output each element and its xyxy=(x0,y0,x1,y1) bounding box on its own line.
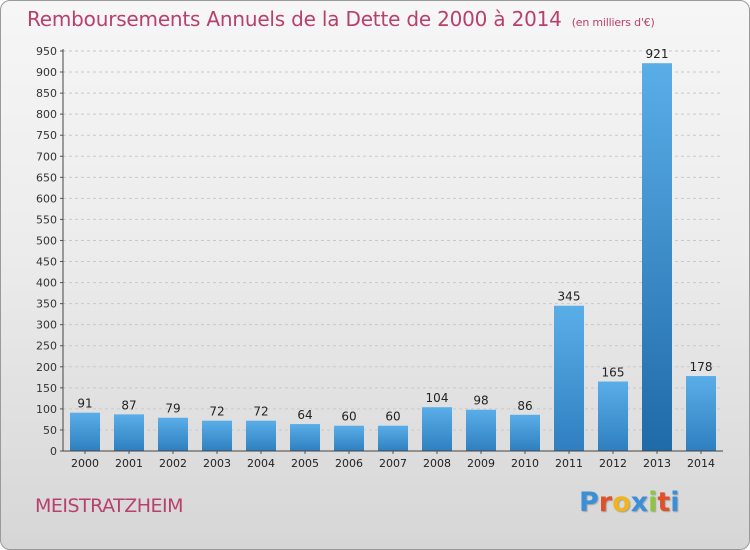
data-label-2004: 72 xyxy=(253,405,268,419)
logo-letter: o xyxy=(612,487,631,518)
data-label-2012: 165 xyxy=(602,366,625,380)
y-axis-tick-labels: 0 50 100 150 200 250 300 350 400 450 500 550 600 650 7… xyxy=(36,45,63,458)
bar-2009 xyxy=(466,409,496,451)
bar-chart: 0 50 100 150 200 250 300 350 400 450 500 550 600 650 7… xyxy=(36,45,723,470)
data-labels: 91 87 79 72 72 64 60 60 104 98 86 345 165 921 178 xyxy=(77,47,712,424)
y-tick-label: 450 xyxy=(36,256,57,269)
chart-subtitle: (en milliers d'€) xyxy=(571,16,655,29)
x-tick-label: 2014 xyxy=(687,457,715,470)
y-tick-label: 100 xyxy=(36,403,57,416)
x-tick-label: 2005 xyxy=(291,457,319,470)
x-tick-label: 2006 xyxy=(335,457,363,470)
data-label-2014: 178 xyxy=(690,360,713,374)
bar-2013 xyxy=(642,63,672,452)
bar-2001 xyxy=(114,414,144,451)
y-tick-label: 950 xyxy=(36,45,57,58)
y-tick-label: 750 xyxy=(36,129,57,142)
data-label-2007: 60 xyxy=(385,410,400,424)
proxiti-logo: Proxiti xyxy=(579,487,680,518)
bar-2006 xyxy=(334,425,364,451)
logo-letter: P xyxy=(579,487,599,518)
x-tick-label: 2007 xyxy=(379,457,407,470)
bar-2004 xyxy=(246,420,276,451)
x-tick-label: 2012 xyxy=(599,457,627,470)
y-tick-label: 150 xyxy=(36,382,57,395)
data-label-2005: 64 xyxy=(297,408,312,422)
x-tick-label: 2004 xyxy=(247,457,275,470)
x-axis-tick-labels: 2000 2001 2002 2003 2004 2005 2006 2007 2008 2009… xyxy=(71,451,715,470)
x-tick-label: 2013 xyxy=(643,457,671,470)
y-tick-label: 400 xyxy=(36,277,57,290)
axes xyxy=(62,49,723,452)
y-tick-label: 600 xyxy=(36,192,57,205)
place-name: MEISTRATZHEIM xyxy=(35,495,184,517)
bar-2005 xyxy=(290,424,320,451)
y-tick-label: 850 xyxy=(36,87,57,100)
chart-title-text: Remboursements Annuels de la Dette de 20… xyxy=(27,7,562,31)
data-label-2008: 104 xyxy=(426,391,449,405)
bar-2011 xyxy=(554,305,584,451)
logo-letter: i xyxy=(670,487,680,518)
data-label-2001: 87 xyxy=(121,398,136,412)
logo-letter: t xyxy=(657,487,671,518)
data-label-2000: 91 xyxy=(77,397,92,411)
logo-letter: i xyxy=(648,487,658,518)
x-tick-label: 2008 xyxy=(423,457,451,470)
x-tick-label: 2002 xyxy=(159,457,187,470)
bar-2002 xyxy=(158,417,188,451)
x-tick-label: 2000 xyxy=(71,457,99,470)
bar-2014 xyxy=(686,376,716,451)
x-tick-label: 2003 xyxy=(203,457,231,470)
data-label-2010: 86 xyxy=(517,399,532,413)
data-label-2002: 79 xyxy=(165,402,180,416)
y-tick-label: 0 xyxy=(50,445,57,458)
y-tick-label: 650 xyxy=(36,171,57,184)
y-tick-label: 550 xyxy=(36,213,57,226)
chart-title: Remboursements Annuels de la Dette de 20… xyxy=(27,7,655,31)
y-tick-label: 700 xyxy=(36,150,57,163)
x-tick-label: 2009 xyxy=(467,457,495,470)
bar-2008 xyxy=(422,407,452,451)
y-tick-label: 350 xyxy=(36,298,57,311)
logo-letter: x xyxy=(630,487,649,518)
y-tick-label: 250 xyxy=(36,340,57,353)
data-label-2009: 98 xyxy=(473,394,488,408)
y-tick-label: 200 xyxy=(36,361,57,374)
y-tick-label: 800 xyxy=(36,108,57,121)
bar-2000 xyxy=(70,412,100,451)
data-label-2006: 60 xyxy=(341,410,356,424)
y-tick-label: 500 xyxy=(36,234,57,247)
x-tick-label: 2001 xyxy=(115,457,143,470)
x-tick-label: 2010 xyxy=(511,457,539,470)
y-tick-label: 50 xyxy=(43,424,57,437)
y-tick-label: 300 xyxy=(36,319,57,332)
data-label-2003: 72 xyxy=(209,405,224,419)
bar-2012 xyxy=(598,381,628,451)
logo-letter: r xyxy=(598,487,613,518)
data-label-2011: 345 xyxy=(558,290,581,304)
y-tick-label: 900 xyxy=(36,66,57,79)
data-label-2013: 921 xyxy=(646,47,669,61)
x-tick-label: 2011 xyxy=(555,457,583,470)
bar-2007 xyxy=(378,425,408,451)
bar-2003 xyxy=(202,420,232,451)
bar-2010 xyxy=(510,414,540,451)
bars xyxy=(70,63,716,452)
